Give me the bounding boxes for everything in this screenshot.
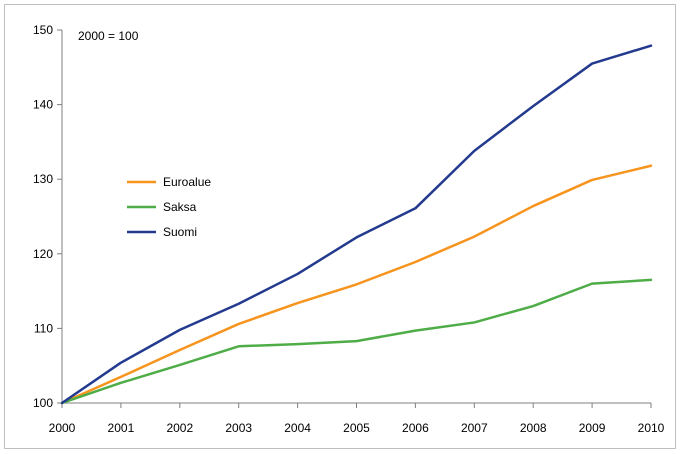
x-tick-label: 2000 bbox=[49, 421, 76, 435]
series-lines bbox=[60, 44, 653, 405]
legend-label-euroalue: Euroalue bbox=[163, 175, 211, 189]
y-tick-label: 110 bbox=[34, 321, 53, 335]
y-tick-label: 150 bbox=[33, 23, 53, 37]
x-tick-label: 2009 bbox=[579, 421, 606, 435]
x-tick-label: 2002 bbox=[166, 421, 193, 435]
x-tick-label: 2004 bbox=[284, 421, 311, 435]
x-tick-label: 2003 bbox=[225, 421, 252, 435]
y-tick-label: 130 bbox=[33, 172, 53, 186]
legend-label-saksa: Saksa bbox=[163, 200, 197, 214]
x-tick-label: 2006 bbox=[402, 421, 429, 435]
x-tick-label: 2008 bbox=[520, 421, 547, 435]
chart-annotation: 2000 = 100 bbox=[78, 29, 139, 43]
series-line-saksa bbox=[60, 278, 653, 405]
series-line-suomi bbox=[60, 44, 653, 405]
legend: Euroalue Saksa Suomi bbox=[127, 175, 211, 239]
x-tick-label: 2005 bbox=[343, 421, 370, 435]
x-tick-label: 2010 bbox=[638, 421, 665, 435]
chart-frame bbox=[4, 4, 676, 449]
y-tick-label: 120 bbox=[33, 247, 53, 261]
y-tick-label: 140 bbox=[33, 98, 53, 112]
x-tick-label: 2007 bbox=[461, 421, 488, 435]
axes: 100 110 120 130 140 150 2000 2001 2002 2003 2004 20… bbox=[33, 23, 665, 435]
y-tick-label: 100 bbox=[33, 396, 53, 410]
legend-label-suomi: Suomi bbox=[163, 225, 197, 239]
x-tick-label: 2001 bbox=[108, 421, 135, 435]
